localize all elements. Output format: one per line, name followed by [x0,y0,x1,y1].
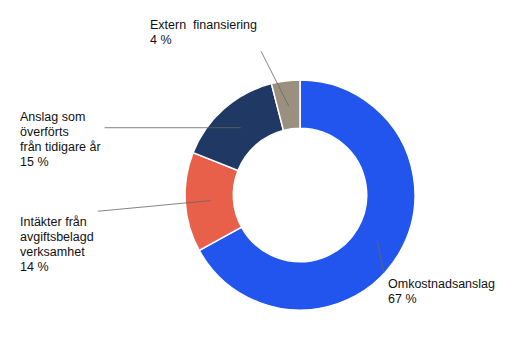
label-line: överförts [20,125,69,139]
leader-line [377,241,384,274]
category-label: Anslag somöverförtsfrån tidigare år [20,110,101,154]
value-label: 4 % [150,33,172,47]
annotation: Anslag somöverförtsfrån tidigare år15 % [20,110,101,169]
label-line: Intäkter från [20,215,87,229]
leader-line [98,201,211,212]
category-label: Intäkter frånavgiftsbelagdverksamhet [20,215,94,259]
slice [271,80,300,130]
annotation: Intäkter frånavgiftsbelagdverksamhet14 % [20,215,94,274]
label-line: verksamhet [20,245,85,259]
leader-line [261,51,289,106]
label-line: från tidigare år [20,140,101,154]
label-line: Anslag som [20,110,85,124]
category-label: Extern finansiering [150,18,257,32]
annotations: Omkostnadsanslag67 % Intäkter frånavgifts… [20,18,495,306]
leader-line [105,127,241,128]
category-label: Omkostnadsanslag [388,277,495,291]
label-line: avgiftsbelagd [20,230,94,244]
value-label: 14 % [20,260,49,274]
chart-container: Omkostnadsanslag67 % Intäkter frånavgifts… [0,0,530,355]
label-line: Omkostnadsanslag [388,277,495,291]
slice [193,84,283,171]
annotation: Extern finansiering4 % [150,18,257,47]
chart: Omkostnadsanslag67 % Intäkter frånavgifts… [0,0,530,355]
annotation: Omkostnadsanslag67 % [388,277,495,306]
plot [185,80,415,310]
value-label: 67 % [388,292,417,306]
label-line: Extern finansiering [150,18,257,32]
value-label: 15 % [20,155,49,169]
leaders [98,51,384,273]
